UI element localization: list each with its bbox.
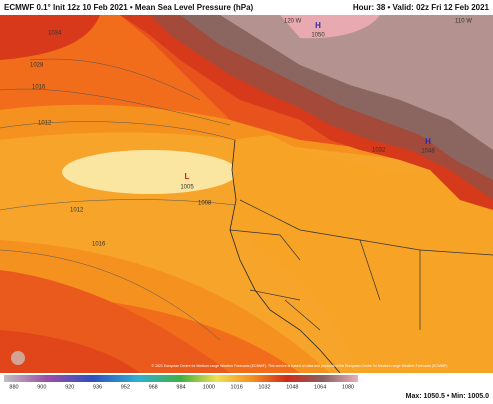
high-value: 1048 [421,149,435,155]
stats: Max: 1050.5 • Min: 1005.0 [406,393,489,400]
colorbar-tick-label: 1048 [286,384,298,390]
band-1020 [0,15,100,60]
high-symbol: H [425,137,431,146]
lon-label: 120 W [284,19,302,25]
header-title: ECMWF 0.1° Init 12z 10 Feb 2021 • Mean S… [4,3,254,12]
colorbar-tick-label: 1016 [231,384,243,390]
colorbar-tick-label: 1000 [203,384,215,390]
band-1048 [280,15,380,39]
colorbar-tick-label: 900 [37,384,46,390]
contour-label: 1032 [372,148,386,154]
colorbar: 880 900 920 936 952 968 984 1000 1016 1032 1048 106… [4,375,358,390]
coastline [229,139,341,373]
contour-label: 1028 [30,63,44,69]
contour-label: 1012 [70,208,84,214]
borders [229,199,493,331]
map: 120 W 110 W H 1050 H 1048 L 1005 1034 10… [0,15,493,373]
contour-label: 1016 [92,242,106,248]
colorbar-tick-label: 1080 [342,384,354,390]
isobars [0,58,236,341]
land [230,135,493,373]
high-value: 1050 [311,33,325,39]
colorbar-tick-label: 936 [93,384,102,390]
low-value: 1005 [180,185,194,191]
low-core [62,150,238,194]
colorbar-tick-label: 952 [121,384,130,390]
colorbar-tick-label: 1064 [314,384,326,390]
contour-label: 1008 [198,201,212,207]
colorbar-tick-label: 1032 [258,384,270,390]
colorbar-tick-label: 880 [9,384,18,390]
colorbar-tick-label: 968 [149,384,158,390]
contour-label: 1034 [48,31,62,37]
band-1044 [220,15,493,150]
low-symbol: L [185,172,190,181]
contour-label: 1012 [38,121,52,127]
band-1020b [0,330,140,373]
lon-label: 110 W [455,19,472,25]
colorbar-tick-label: 984 [176,384,185,390]
copyright: © 2021 European Centre for Medium-range … [152,364,449,368]
colorbar-scale [4,375,358,382]
high-symbol: H [315,21,321,30]
colorbar-tick-label: 920 [65,384,74,390]
logo [11,351,25,365]
header-valid: Hour: 38 • Valid: 02z Fri 12 Feb 2021 [353,3,490,12]
contour-label: 1016 [32,85,46,91]
